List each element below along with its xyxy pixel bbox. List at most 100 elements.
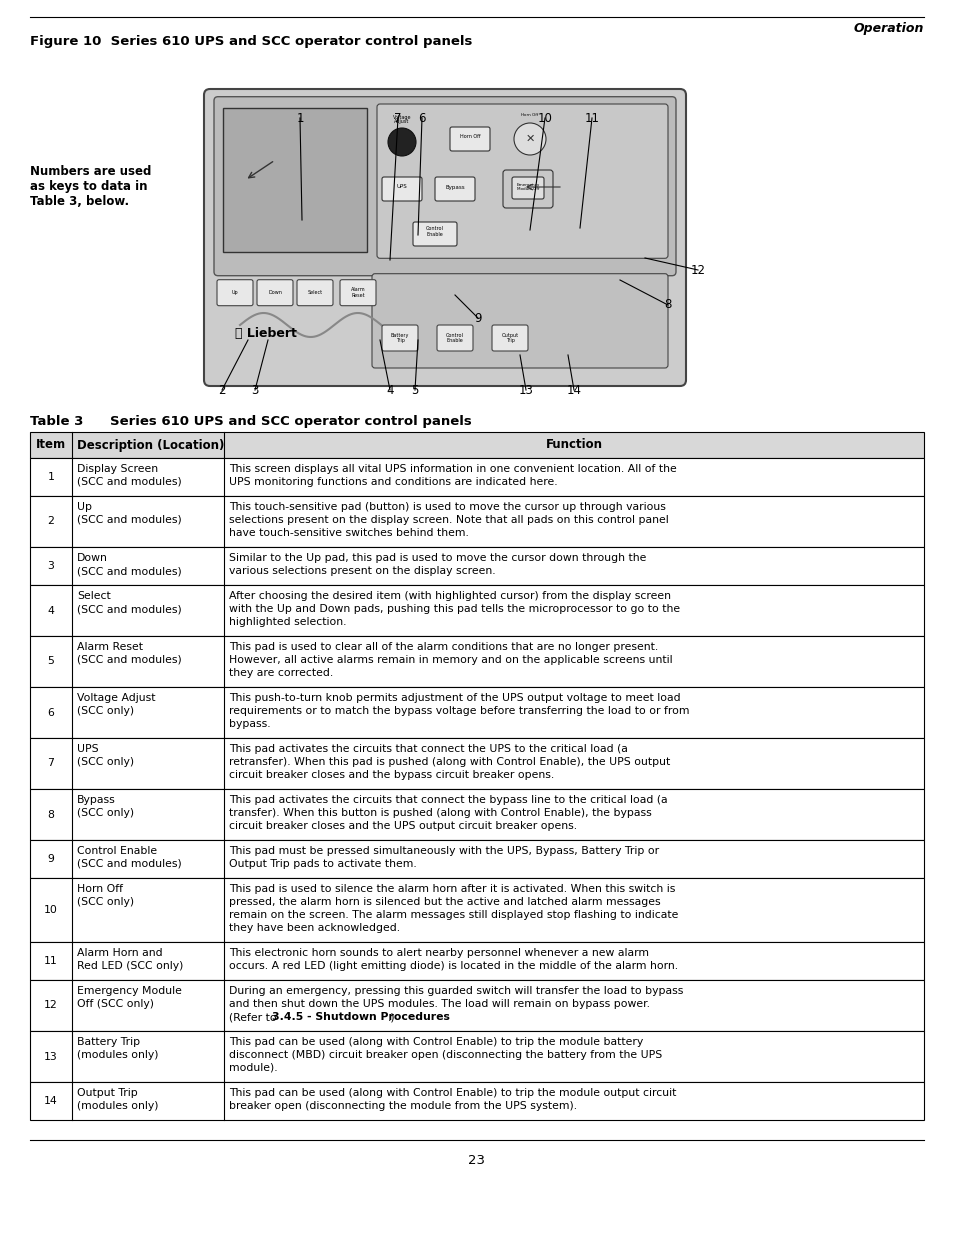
Text: Voltage: Voltage	[393, 115, 411, 120]
Text: disconnect (MBD) circuit breaker open (disconnecting the battery from the UPS: disconnect (MBD) circuit breaker open (d…	[229, 1050, 661, 1060]
Text: Output
Trip: Output Trip	[501, 332, 518, 343]
Text: 3: 3	[251, 384, 258, 396]
Text: (SCC and modules): (SCC and modules)	[77, 515, 182, 525]
Text: Output Trip pads to activate them.: Output Trip pads to activate them.	[229, 860, 416, 869]
Text: highlighted selection.: highlighted selection.	[229, 618, 346, 627]
FancyBboxPatch shape	[381, 325, 417, 351]
Text: 11: 11	[584, 111, 598, 125]
FancyBboxPatch shape	[223, 107, 367, 252]
Text: requirements or to match the bypass voltage before transferring the load to or f: requirements or to match the bypass volt…	[229, 706, 689, 716]
Bar	[30, 942, 923, 981]
Text: various selections present on the display screen.: various selections present on the displa…	[229, 566, 496, 576]
Text: .): .)	[388, 1011, 395, 1023]
Text: Alarm
Reset: Alarm Reset	[351, 288, 365, 298]
Text: Item: Item	[36, 438, 66, 452]
FancyBboxPatch shape	[296, 279, 333, 306]
Text: Ⓛ Liebert: Ⓛ Liebert	[234, 327, 296, 340]
Text: During an emergency, pressing this guarded switch will transfer the load to bypa: During an emergency, pressing this guard…	[229, 986, 682, 995]
Text: 3: 3	[48, 561, 54, 571]
Text: breaker open (disconnecting the module from the UPS system).: breaker open (disconnecting the module f…	[229, 1100, 577, 1112]
Text: 5: 5	[48, 657, 54, 667]
Text: 1: 1	[48, 472, 54, 482]
Text: Bypass: Bypass	[77, 795, 115, 805]
Text: Operation: Operation	[853, 22, 923, 35]
Text: Control
Enable: Control Enable	[446, 332, 463, 343]
FancyBboxPatch shape	[413, 222, 456, 246]
Text: Off (SCC only): Off (SCC only)	[77, 999, 153, 1009]
Text: UPS: UPS	[77, 743, 98, 755]
Text: 3.4.5 - Shutdown Procedures: 3.4.5 - Shutdown Procedures	[272, 1011, 450, 1023]
Text: Table 3: Table 3	[30, 415, 83, 429]
FancyBboxPatch shape	[372, 274, 667, 368]
Text: 4: 4	[386, 384, 394, 396]
Text: (modules only): (modules only)	[77, 1050, 158, 1060]
Text: Select: Select	[77, 592, 111, 601]
Text: This touch-sensitive pad (button) is used to move the cursor up through various: This touch-sensitive pad (button) is use…	[229, 501, 665, 513]
Text: (SCC only): (SCC only)	[77, 808, 134, 818]
Text: retransfer). When this pad is pushed (along with Control Enable), the UPS output: retransfer). When this pad is pushed (al…	[229, 757, 670, 767]
Text: This pad can be used (along with Control Enable) to trip the module output circu: This pad can be used (along with Control…	[229, 1088, 676, 1098]
Text: 14: 14	[44, 1095, 58, 1107]
Text: After choosing the desired item (with highlighted cursor) from the display scree: After choosing the desired item (with hi…	[229, 592, 670, 601]
FancyBboxPatch shape	[216, 279, 253, 306]
Text: (SCC only): (SCC only)	[77, 897, 134, 906]
Text: This screen displays all vital UPS information in one convenient location. All o: This screen displays all vital UPS infor…	[229, 464, 676, 474]
Text: 23: 23	[468, 1153, 485, 1167]
Circle shape	[388, 128, 416, 156]
FancyBboxPatch shape	[339, 279, 375, 306]
Text: Alarm Reset: Alarm Reset	[77, 642, 143, 652]
Text: with the Up and Down pads, pushing this pad tells the microprocessor to go to th: with the Up and Down pads, pushing this …	[229, 604, 679, 614]
Text: Up: Up	[77, 501, 91, 513]
Text: bypass.: bypass.	[229, 719, 271, 729]
Bar	[30, 1082, 923, 1120]
Text: 10: 10	[537, 111, 552, 125]
Text: UPS: UPS	[396, 184, 407, 189]
Text: Red LED (SCC only): Red LED (SCC only)	[77, 961, 183, 971]
Text: Down: Down	[77, 553, 108, 563]
Text: 6: 6	[417, 111, 425, 125]
Text: (SCC only): (SCC only)	[77, 757, 134, 767]
Text: transfer). When this button is pushed (along with Control Enable), the bypass: transfer). When this button is pushed (a…	[229, 808, 651, 818]
Text: This pad is used to silence the alarm horn after it is activated. When this swit: This pad is used to silence the alarm ho…	[229, 884, 675, 894]
Text: 13: 13	[44, 1051, 58, 1062]
Text: Numbers are used
as keys to data in
Table 3, below.: Numbers are used as keys to data in Tabl…	[30, 165, 152, 207]
Text: 6: 6	[48, 708, 54, 718]
FancyBboxPatch shape	[256, 279, 293, 306]
Text: Similar to the Up pad, this pad is used to move the cursor down through the: Similar to the Up pad, this pad is used …	[229, 553, 646, 563]
Text: 7: 7	[394, 111, 401, 125]
Text: Down: Down	[268, 290, 282, 295]
Text: 12: 12	[690, 263, 705, 277]
Bar	[30, 547, 923, 585]
Text: This electronic horn sounds to alert nearby personnel whenever a new alarm: This electronic horn sounds to alert nea…	[229, 948, 648, 958]
Text: This pad is used to clear all of the alarm conditions that are no longer present: This pad is used to clear all of the ala…	[229, 642, 658, 652]
Text: Enable: Enable	[426, 232, 443, 237]
Text: 5: 5	[411, 384, 418, 396]
Text: (Refer to: (Refer to	[229, 1011, 280, 1023]
Text: Select: Select	[307, 290, 322, 295]
Circle shape	[514, 124, 545, 156]
Bar	[30, 458, 923, 496]
Text: remain on the screen. The alarm messages still displayed stop flashing to indica: remain on the screen. The alarm messages…	[229, 910, 678, 920]
Text: 9: 9	[474, 311, 481, 325]
Bar	[30, 496, 923, 547]
FancyBboxPatch shape	[436, 325, 473, 351]
Text: Alarm Horn and: Alarm Horn and	[77, 948, 162, 958]
Text: Horn Off: Horn Off	[521, 112, 538, 117]
Text: and then shut down the UPS modules. The load will remain on bypass power.: and then shut down the UPS modules. The …	[229, 999, 649, 1009]
Text: UPS monitoring functions and conditions are indicated here.: UPS monitoring functions and conditions …	[229, 477, 558, 487]
Text: Emergency
Module Off: Emergency Module Off	[516, 183, 539, 191]
Bar	[30, 1031, 923, 1082]
Bar	[30, 739, 923, 789]
Text: 11: 11	[44, 956, 58, 966]
Bar	[30, 687, 923, 739]
Text: Figure 10  Series 610 UPS and SCC operator control panels: Figure 10 Series 610 UPS and SCC operato…	[30, 35, 472, 48]
Text: Bypass: Bypass	[445, 184, 464, 189]
Text: pressed, the alarm horn is silenced but the active and latched alarm messages: pressed, the alarm horn is silenced but …	[229, 897, 659, 906]
Text: Emergency Module: Emergency Module	[77, 986, 182, 995]
Text: Battery Trip: Battery Trip	[77, 1037, 140, 1047]
Text: This push-to-turn knob permits adjustment of the UPS output voltage to meet load: This push-to-turn knob permits adjustmen…	[229, 693, 679, 703]
Text: circuit breaker closes and the bypass circuit breaker opens.: circuit breaker closes and the bypass ci…	[229, 769, 554, 781]
Text: Display Screen: Display Screen	[77, 464, 158, 474]
FancyBboxPatch shape	[502, 170, 553, 207]
FancyBboxPatch shape	[492, 325, 527, 351]
